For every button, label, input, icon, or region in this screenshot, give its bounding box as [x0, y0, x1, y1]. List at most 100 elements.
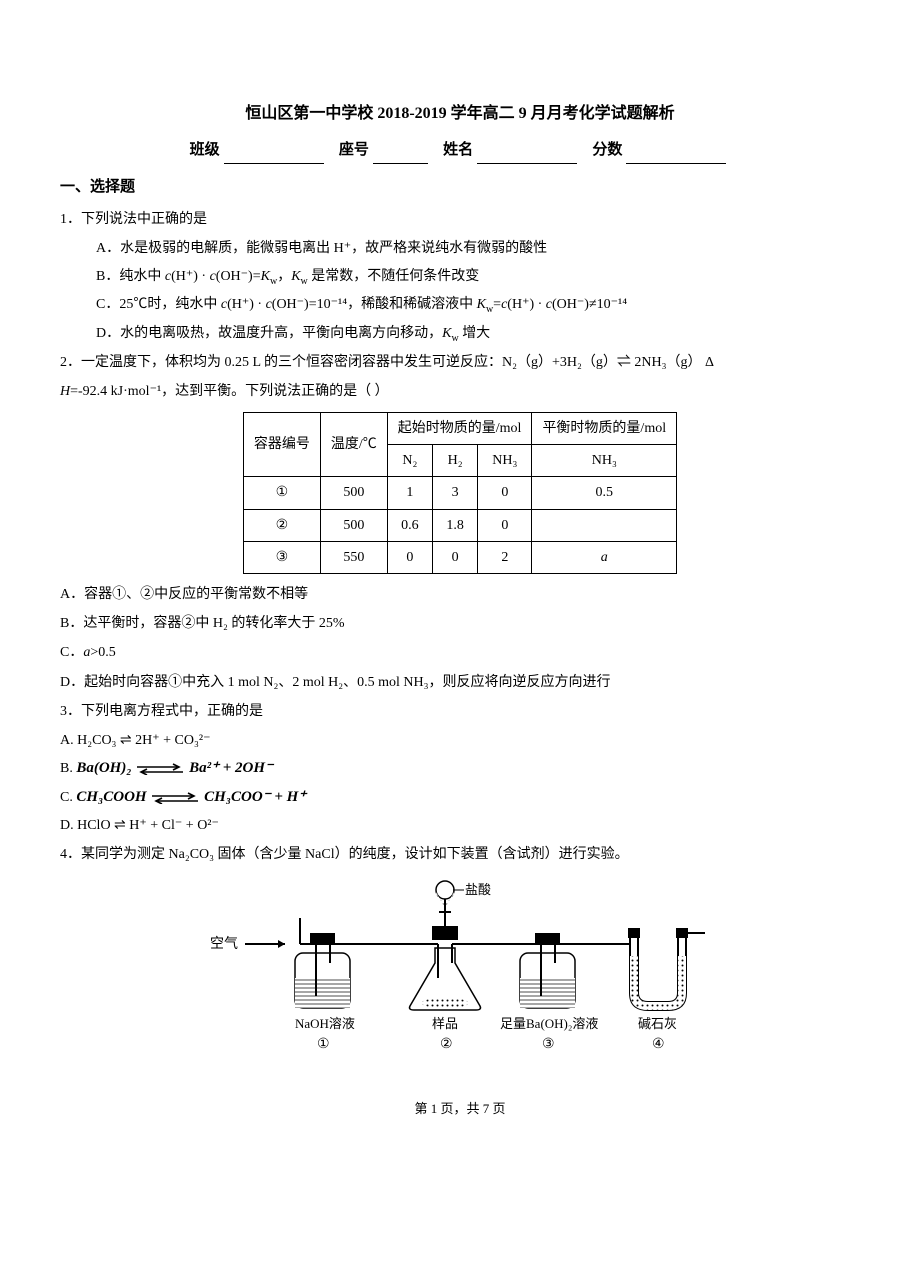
cell: ② [243, 509, 320, 541]
label-2: 样品 [432, 1016, 458, 1031]
th-eq: 平衡时物质的量/mol [532, 413, 677, 445]
page-title: 恒山区第一中学校 2018-2019 学年高二 9 月月考化学试题解析 [60, 100, 860, 129]
cell: 0.6 [387, 509, 432, 541]
q3c-label: C. [60, 790, 76, 805]
q2-option-d: D．起始时向容器①中充入 1 mol N₂、2 mol H₂、0.5 mol N… [60, 670, 860, 695]
equilibrium-arrow-icon [135, 763, 185, 775]
q2-option-a: A．容器①、②中反应的平衡常数不相等 [60, 582, 860, 607]
q2c-pre: C． [60, 645, 83, 660]
q1-option-a: A．水是极弱的电解质，能微弱电离出 H⁺，故严格来说纯水有微弱的酸性 [96, 236, 860, 261]
q3b-left: Ba(OH)₂ [76, 760, 131, 776]
q1c-eq: = [493, 297, 501, 312]
q3c-right: CH₃COO⁻ + H⁺ [204, 789, 306, 805]
cell: 0 [433, 541, 478, 573]
q1b-p1: ， [277, 269, 291, 284]
class-label: 班级 [190, 142, 220, 158]
q1b-p2: 是常数，不随任何条件改变 [308, 269, 480, 284]
class-blank[interactable] [224, 146, 324, 164]
cell: 0 [387, 541, 432, 573]
th-initial: 起始时物质的量/mol [387, 413, 532, 445]
q1b-k2: K [291, 269, 300, 284]
q1c-pre: C．25℃时，纯水中 [96, 297, 221, 312]
wash-bottle-1-icon [295, 918, 420, 1008]
q1-option-c: C．25℃时，纯水中 c(H⁺) · c(OH⁻)=10⁻¹⁴，稀酸和稀碱溶液中… [96, 292, 860, 317]
q1d-post: 增大 [459, 326, 491, 341]
page-footer: 第 1 页，共 7 页 [60, 1097, 860, 1120]
q1c-t10: (OH⁻)≠10⁻¹⁴ [552, 297, 627, 312]
student-info-line: 班级 座号 姓名 分数 [60, 137, 860, 164]
u-tube-icon [628, 928, 705, 1010]
num-2: ② [440, 1037, 453, 1052]
label-4: 碱石灰 [638, 1016, 677, 1031]
label-1: NaOH溶液 [295, 1016, 355, 1031]
cell: 1 [387, 477, 432, 509]
q3-option-a: A. H₂CO₃ ⇌ 2H⁺ + CO₃²⁻ [60, 728, 860, 753]
cell: 500 [320, 477, 387, 509]
cell: ③ [243, 541, 320, 573]
q3-option-b: B. Ba(OH)₂ Ba²⁺ + 2OH⁻ [60, 755, 860, 782]
q4-stem: 4．某同学为测定 Na₂CO₃ 固体（含少量 NaCl）的纯度，设计如下装置（含… [60, 842, 860, 867]
q3b-right: Ba²⁺ + 2OH⁻ [189, 760, 273, 776]
cell: 550 [320, 541, 387, 573]
q4-diagram: 空气 盐酸 [60, 878, 860, 1067]
q3-option-c: C. CH₃COOH CH₃COO⁻ + H⁺ [60, 784, 860, 811]
q1b-t4: (OH⁻)= [216, 269, 261, 284]
q1b-sub2: w [301, 276, 308, 287]
th-nh3: NH₃ [478, 445, 532, 477]
q2-option-c: C．a>0.5 [60, 640, 860, 665]
q3c-left: CH₃COOH [76, 789, 146, 805]
q1c-k: K [477, 297, 486, 312]
q1-option-d: D．水的电离吸热，故温度升高，平衡向电离方向移动，Kw 增大 [96, 321, 860, 346]
table-row: ② 500 0.6 1.8 0 [243, 509, 676, 541]
q1b-pre: B．纯水中 [96, 269, 165, 284]
th-n2: N₂ [387, 445, 432, 477]
seat-blank[interactable] [373, 146, 428, 164]
air-label: 空气 [210, 936, 238, 952]
cell: a [532, 541, 677, 573]
th-nh3-eq: NH₃ [532, 445, 677, 477]
name-blank[interactable] [477, 146, 577, 164]
q1-stem: 1．下列说法中正确的是 [60, 207, 860, 232]
q1c-t4: (OH⁻)=10⁻¹⁴，稀酸和稀碱溶液中 [272, 297, 477, 312]
conical-flask-icon [410, 926, 536, 1010]
seat-label: 座号 [339, 142, 369, 158]
q3-stem: 3．下列电离方程式中，正确的是 [60, 699, 860, 724]
q1c-t2: (H⁺) · [227, 297, 266, 312]
th-temp: 温度/℃ [320, 413, 387, 477]
th-h2: H₂ [433, 445, 478, 477]
q1b-t2: (H⁺) · [171, 269, 210, 284]
cell: ① [243, 477, 320, 509]
section-heading: 一、选择题 [60, 174, 860, 201]
wash-bottle-3-icon [520, 933, 630, 1008]
q2c-post: >0.5 [90, 645, 115, 660]
q2-option-b: B．达平衡时，容器②中 H₂ 的转化率大于 25% [60, 611, 860, 636]
table-header-row: 容器编号 温度/℃ 起始时物质的量/mol 平衡时物质的量/mol [243, 413, 676, 445]
q1d-pre: D．水的电离吸热，故温度升高，平衡向电离方向移动， [96, 326, 442, 341]
hcl-label: 盐酸 [465, 882, 491, 897]
score-label: 分数 [592, 142, 622, 158]
q1d-sub: w [451, 332, 458, 343]
apparatus-diagram-icon: 空气 盐酸 [200, 878, 720, 1058]
cell: 0 [478, 509, 532, 541]
cell: 1.8 [433, 509, 478, 541]
label-3: 足量Ba(OH)₂溶液 [500, 1016, 598, 1031]
q2-line2: H=-92.4 kJ·mol⁻¹，达到平衡。下列说法正确的是（ ） [60, 379, 860, 404]
cell: 2 [478, 541, 532, 573]
q2-table: 容器编号 温度/℃ 起始时物质的量/mol 平衡时物质的量/mol N₂ H₂ … [243, 412, 677, 574]
equilibrium-arrow-icon [150, 792, 200, 804]
th-container: 容器编号 [243, 413, 320, 477]
q2-line1: 2．一定温度下，体积均为 0.25 L 的三个恒容密闭容器中发生可逆反应：N₂（… [60, 350, 860, 375]
cell: 0.5 [532, 477, 677, 509]
table-row: ③ 550 0 0 2 a [243, 541, 676, 573]
separating-funnel-icon: 盐酸 [436, 881, 491, 926]
num-4: ④ [652, 1037, 665, 1052]
q1c-t8: (H⁺) · [507, 297, 546, 312]
cell [532, 509, 677, 541]
q3-option-d: D. HClO ⇌ H⁺ + Cl⁻ + O²⁻ [60, 813, 860, 838]
cell: 500 [320, 509, 387, 541]
score-blank[interactable] [626, 146, 726, 164]
q2-mid: =-92.4 kJ·mol⁻¹，达到平衡。下列说法正确的是（ ） [70, 384, 389, 399]
num-1: ① [317, 1037, 330, 1052]
name-label: 姓名 [443, 142, 473, 158]
q1-option-b: B．纯水中 c(H⁺) · c(OH⁻)=Kw，Kw 是常数，不随任何条件改变 [96, 264, 860, 289]
